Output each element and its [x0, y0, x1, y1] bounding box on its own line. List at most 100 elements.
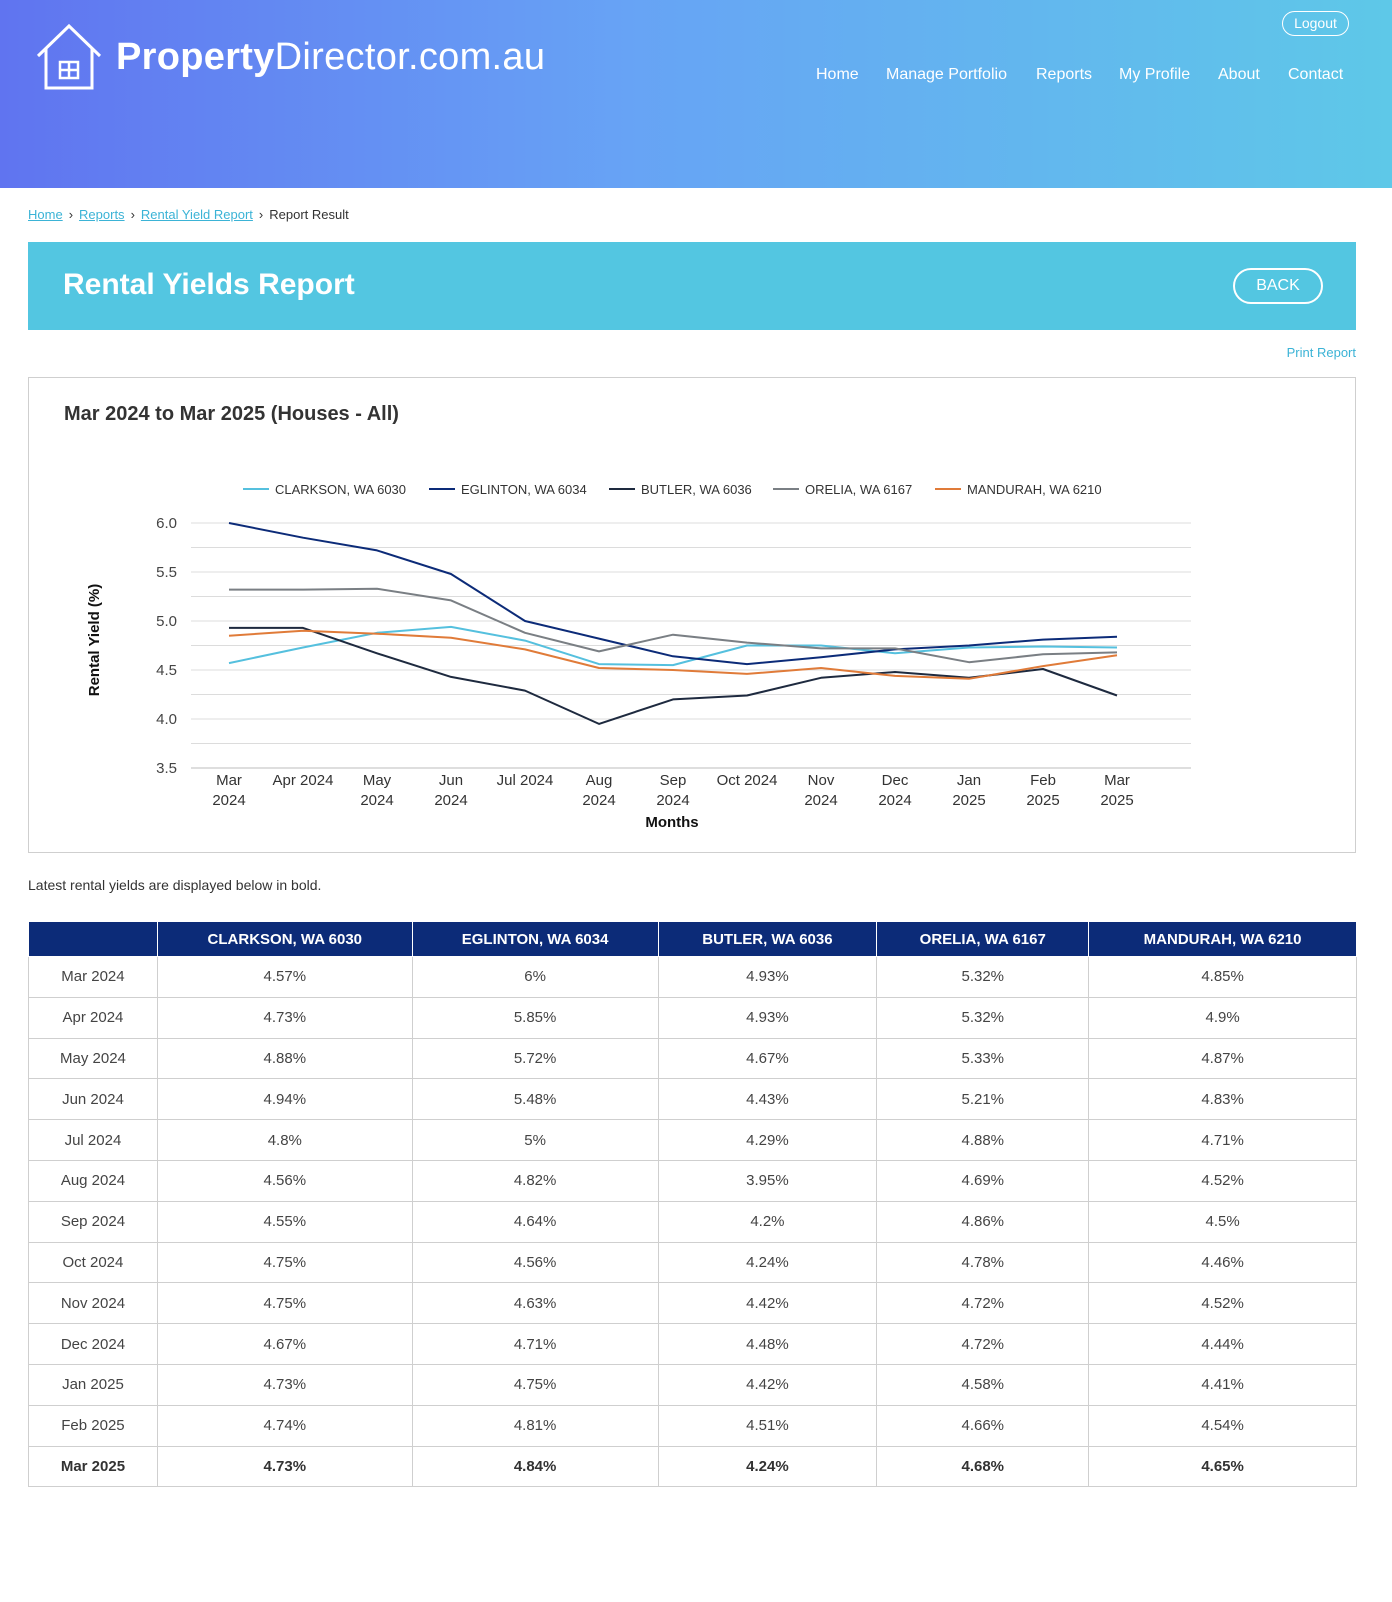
table-cell-yield: 4.73%	[156, 996, 413, 1039]
brand-name: PropertyDirector.com.au	[116, 35, 546, 78]
table-cell-yield: 4.2%	[657, 1200, 878, 1243]
table-cell-month: Jul 2024	[28, 1119, 158, 1161]
x-tick-label: 2025	[1100, 792, 1133, 809]
nav-home[interactable]: Home	[816, 66, 859, 83]
x-tick-label: Aug	[586, 772, 613, 789]
breadcrumb-current: Report Result	[269, 207, 349, 222]
table-cell-yield: 4.88%	[876, 1119, 1090, 1161]
table-header-suburb: EGLINTON, WA 6034	[411, 921, 659, 957]
chart-title: Mar 2024 to Mar 2025 (Houses - All)	[64, 403, 399, 425]
table-cell-yield: 4.74%	[156, 1404, 413, 1447]
table-header-suburb: CLARKSON, WA 6030	[156, 921, 413, 957]
legend-label: EGLINTON, WA 6034	[461, 482, 587, 497]
nav-my-profile[interactable]: My Profile	[1119, 66, 1191, 83]
x-tick-label: 2024	[360, 792, 393, 809]
table-row: May 2024 4.88% 5.72% 4.67% 5.33% 4.87%	[28, 1037, 1357, 1080]
table-cell-yield: 4.56%	[156, 1159, 413, 1202]
logout-button[interactable]: Logout	[1282, 11, 1349, 36]
chevron-right-icon: ›	[130, 207, 135, 222]
table-cell-yield: 4.71%	[1088, 1119, 1357, 1161]
y-tick-label: 3.5	[156, 760, 177, 777]
table-cell-yield: 4.24%	[657, 1241, 878, 1284]
site-logo[interactable]: PropertyDirector.com.au	[32, 22, 545, 92]
print-report-link[interactable]: Print Report	[1286, 345, 1356, 360]
chevron-right-icon: ›	[68, 207, 74, 222]
table-cell-yield: 4.51%	[657, 1404, 878, 1447]
table-cell-yield: 4.46%	[1088, 1241, 1357, 1284]
table-cell-yield: 4.8%	[156, 1119, 413, 1161]
nav-manage-portfolio[interactable]: Manage Portfolio	[886, 66, 1007, 83]
table-cell-yield: 5.32%	[876, 956, 1090, 998]
table-cell-yield: 4.56%	[411, 1241, 659, 1284]
table-cell-month: Apr 2024	[28, 996, 158, 1039]
y-tick-label: 4.5	[156, 662, 177, 679]
x-tick-label: Sep	[660, 772, 687, 789]
table-cell-month: May 2024	[28, 1037, 158, 1080]
table-cell-yield: 3.95%	[657, 1159, 878, 1202]
table-cell-yield: 4.87%	[1088, 1037, 1357, 1080]
x-tick-label: 2025	[952, 792, 985, 809]
chart-panel: Mar 2024 to Mar 2025 (Houses - All) 6.0 5…	[28, 377, 1356, 853]
table-cell-yield: 4.75%	[411, 1363, 659, 1406]
table-cell-yield: 4.52%	[1088, 1159, 1357, 1202]
table-row: Jul 2024 4.8% 5% 4.29% 4.88% 4.71%	[28, 1119, 1357, 1161]
nav-reports[interactable]: Reports	[1036, 66, 1093, 83]
table-row: Jan 2025 4.73% 4.75% 4.42% 4.58% 4.41%	[28, 1363, 1357, 1406]
y-axis-title: Rental Yield (%)	[86, 584, 103, 697]
x-tick-label: 2024	[212, 792, 245, 809]
series-line	[228, 629, 1118, 680]
table-header-suburb: ORELIA, WA 6167	[876, 921, 1090, 957]
nav-contact[interactable]: Contact	[1288, 66, 1344, 83]
table-cell-yield: 4.73%	[156, 1363, 413, 1406]
table-cell-yield: 4.68%	[876, 1445, 1090, 1488]
table-cell-yield: 4.75%	[156, 1282, 413, 1325]
breadcrumb-rental-yield-report[interactable]: Rental Yield Report	[140, 207, 253, 222]
page-title: Rental Yields Report	[63, 268, 355, 301]
table-cell-yield: 4.75%	[156, 1241, 413, 1284]
series-line	[229, 587, 1118, 664]
table-cell-yield: 4.48%	[657, 1323, 878, 1365]
breadcrumb: Home › Reports › Rental Yield Report › R…	[28, 207, 349, 222]
breadcrumb-reports[interactable]: Reports	[79, 207, 125, 222]
table-note: Latest rental yields are displayed below…	[28, 877, 322, 893]
table-cell-yield: 4.81%	[411, 1404, 659, 1447]
table-cell-yield: 5.48%	[411, 1078, 659, 1121]
table-cell-yield: 4.42%	[657, 1282, 878, 1325]
table-cell-month: Jun 2024	[28, 1078, 158, 1121]
house-icon	[36, 23, 102, 90]
series-line	[228, 522, 1118, 666]
table-cell-yield: 4.63%	[411, 1282, 659, 1325]
legend-label: CLARKSON, WA 6030	[275, 482, 406, 497]
table-cell-month: Oct 2024	[28, 1241, 158, 1284]
x-tick-label: Apr 2024	[273, 772, 334, 789]
table-cell-yield: 4.78%	[876, 1241, 1090, 1284]
table-cell-yield: 4.5%	[1088, 1200, 1357, 1243]
table-cell-yield: 4.9%	[1088, 996, 1357, 1039]
table-cell-month: Sep 2024	[28, 1200, 158, 1243]
table-cell-yield: 4.66%	[876, 1404, 1090, 1447]
nav-about[interactable]: About	[1218, 66, 1260, 83]
table-cell-yield: 4.65%	[1088, 1445, 1357, 1488]
x-tick-label: 2025	[1026, 792, 1059, 809]
table-cell-yield: 4.69%	[876, 1159, 1090, 1202]
breadcrumb-home[interactable]: Home	[28, 207, 63, 222]
back-button[interactable]: BACK	[1233, 268, 1323, 304]
table-cell-yield: 5%	[411, 1119, 659, 1161]
table-cell-yield: 4.86%	[876, 1200, 1090, 1243]
table-cell-yield: 4.83%	[1088, 1078, 1357, 1121]
table-cell-yield: 5.85%	[411, 996, 659, 1039]
table-cell-month: Dec 2024	[28, 1323, 158, 1365]
table-cell-yield: 4.71%	[411, 1323, 659, 1365]
table-row: Feb 2025 4.74% 4.81% 4.51% 4.66% 4.54%	[28, 1404, 1357, 1447]
table-cell-yield: 4.85%	[1088, 956, 1357, 998]
table-cell-month: Feb 2025	[28, 1404, 158, 1447]
table-cell-yield: 4.55%	[156, 1200, 413, 1243]
table-row: Apr 2024 4.73% 5.85% 4.93% 5.32% 4.9%	[28, 996, 1357, 1039]
x-tick-label: Jul 2024	[497, 772, 554, 789]
chevron-right-icon: ›	[258, 207, 264, 222]
table-row: Mar 2024 4.57% 6% 4.93% 5.32% 4.85%	[28, 956, 1357, 998]
site-header: PropertyDirector.com.au Logout Home Mana…	[0, 0, 1392, 188]
table-cell-yield: 5.21%	[876, 1078, 1090, 1121]
x-tick-label: Nov	[808, 772, 835, 789]
table-cell-month: Mar 2024	[28, 956, 158, 998]
